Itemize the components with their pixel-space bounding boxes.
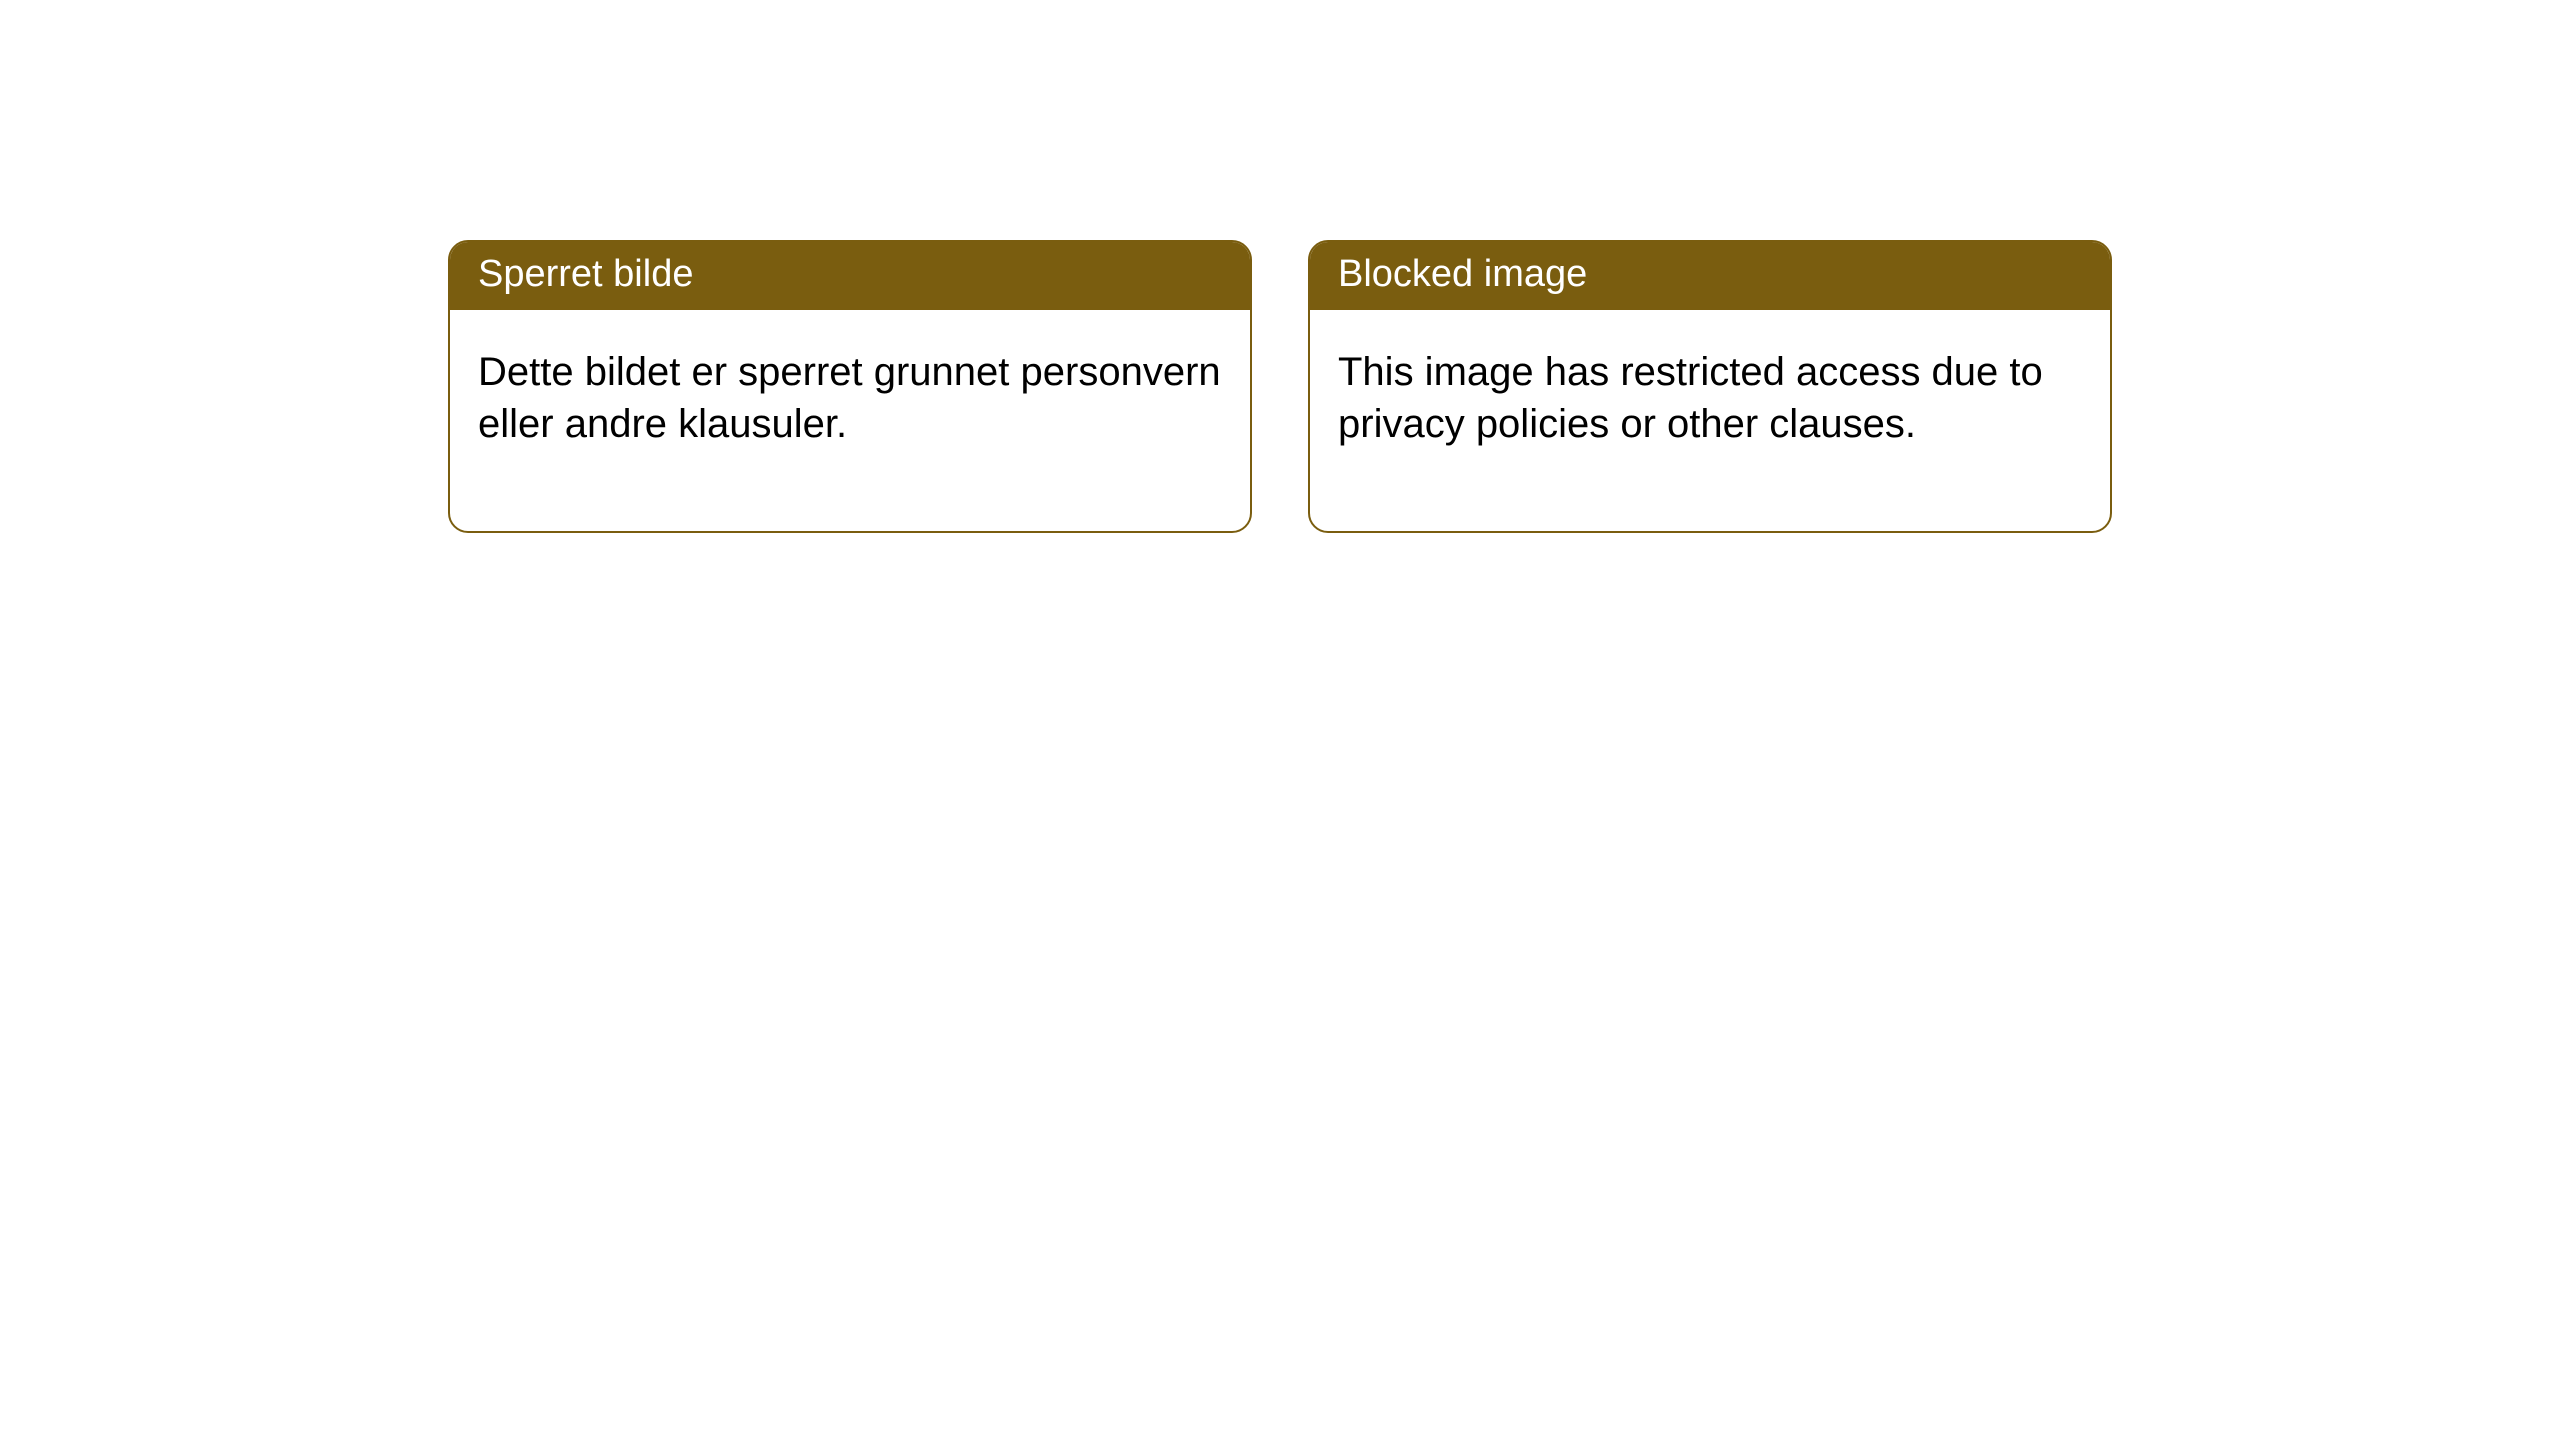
notice-card-en: Blocked image This image has restricted … <box>1308 240 2112 533</box>
notice-body-no: Dette bildet er sperret grunnet personve… <box>450 310 1250 532</box>
notice-body-en: This image has restricted access due to … <box>1310 310 2110 532</box>
notice-card-no: Sperret bilde Dette bildet er sperret gr… <box>448 240 1252 533</box>
notice-title-no: Sperret bilde <box>450 242 1250 310</box>
notice-container: Sperret bilde Dette bildet er sperret gr… <box>0 0 2560 533</box>
notice-title-en: Blocked image <box>1310 242 2110 310</box>
